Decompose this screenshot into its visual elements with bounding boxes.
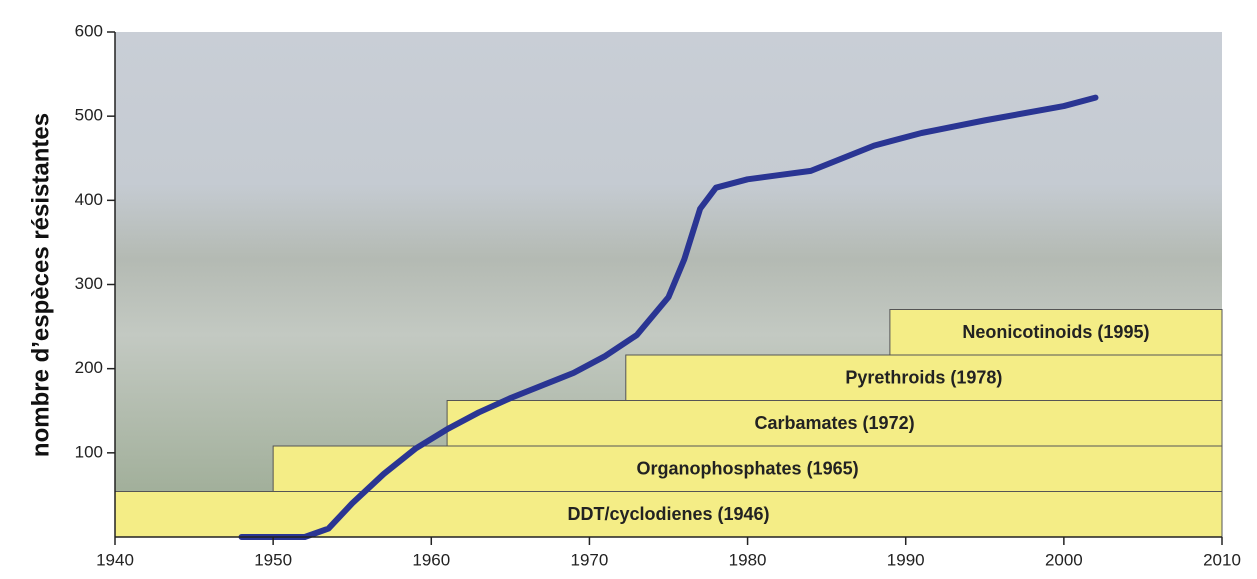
x-tick-label: 1940	[96, 550, 134, 569]
y-tick-label: 300	[75, 274, 103, 293]
y-axis-label: nombre d’espèces résistantes	[27, 113, 54, 457]
x-tick-label: 2000	[1045, 550, 1083, 569]
y-tick-label: 100	[75, 442, 103, 461]
y-tick-label: 500	[75, 106, 103, 125]
chart: nombre d’espèces résistantes DDT/cyclodi…	[0, 0, 1257, 579]
y-tick-label: 400	[75, 190, 103, 209]
x-tick-label: 1970	[571, 550, 609, 569]
band-label: Neonicotinoids (1995)	[962, 322, 1149, 342]
band-label: Carbamates (1972)	[755, 413, 915, 433]
x-tick-label: 1990	[887, 550, 925, 569]
x-tick-label: 1980	[729, 550, 767, 569]
y-tick-label: 600	[75, 21, 103, 40]
y-tick-label: 200	[75, 358, 103, 377]
band-label: Organophosphates (1965)	[637, 459, 859, 479]
x-tick-label: 1950	[254, 550, 292, 569]
band-label: Pyrethroids (1978)	[845, 368, 1002, 388]
x-tick-label: 1960	[412, 550, 450, 569]
x-tick-label: 2010	[1203, 550, 1241, 569]
band-label: DDT/cyclodienes (1946)	[567, 504, 769, 524]
